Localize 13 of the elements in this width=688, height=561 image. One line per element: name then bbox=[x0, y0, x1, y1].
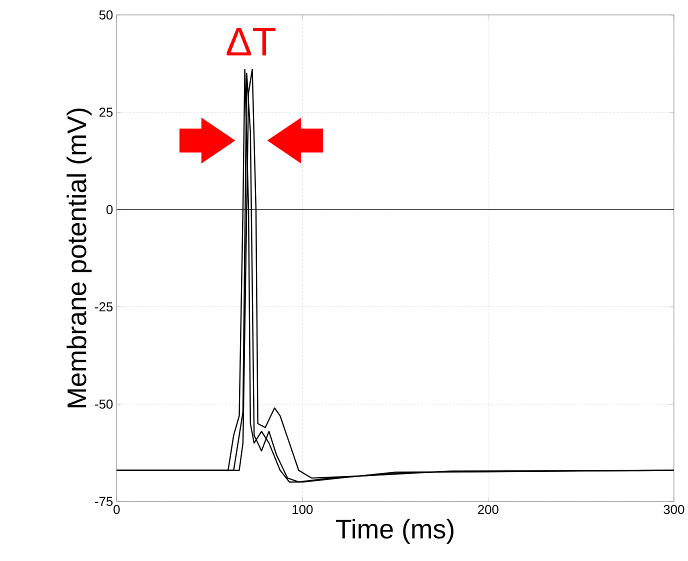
y-tick-label: 50 bbox=[99, 10, 113, 20]
y-tick-label: -25 bbox=[95, 302, 113, 312]
y-tick-label: -50 bbox=[95, 399, 113, 409]
y-tick-label: 0 bbox=[106, 204, 113, 214]
annotation: ΔT bbox=[226, 28, 276, 56]
x-tick-label: 300 bbox=[664, 504, 684, 514]
x-axis-title: Time (ms) bbox=[336, 518, 454, 544]
x-tick-label: 200 bbox=[478, 504, 498, 514]
y-tick-label: -75 bbox=[95, 496, 113, 506]
y-tick-label: 25 bbox=[99, 108, 113, 117]
x-tick-label: 100 bbox=[292, 504, 313, 514]
x-tick-label: 0 bbox=[114, 504, 120, 514]
y-axis-title: Membrane potential (mV) bbox=[66, 108, 92, 408]
